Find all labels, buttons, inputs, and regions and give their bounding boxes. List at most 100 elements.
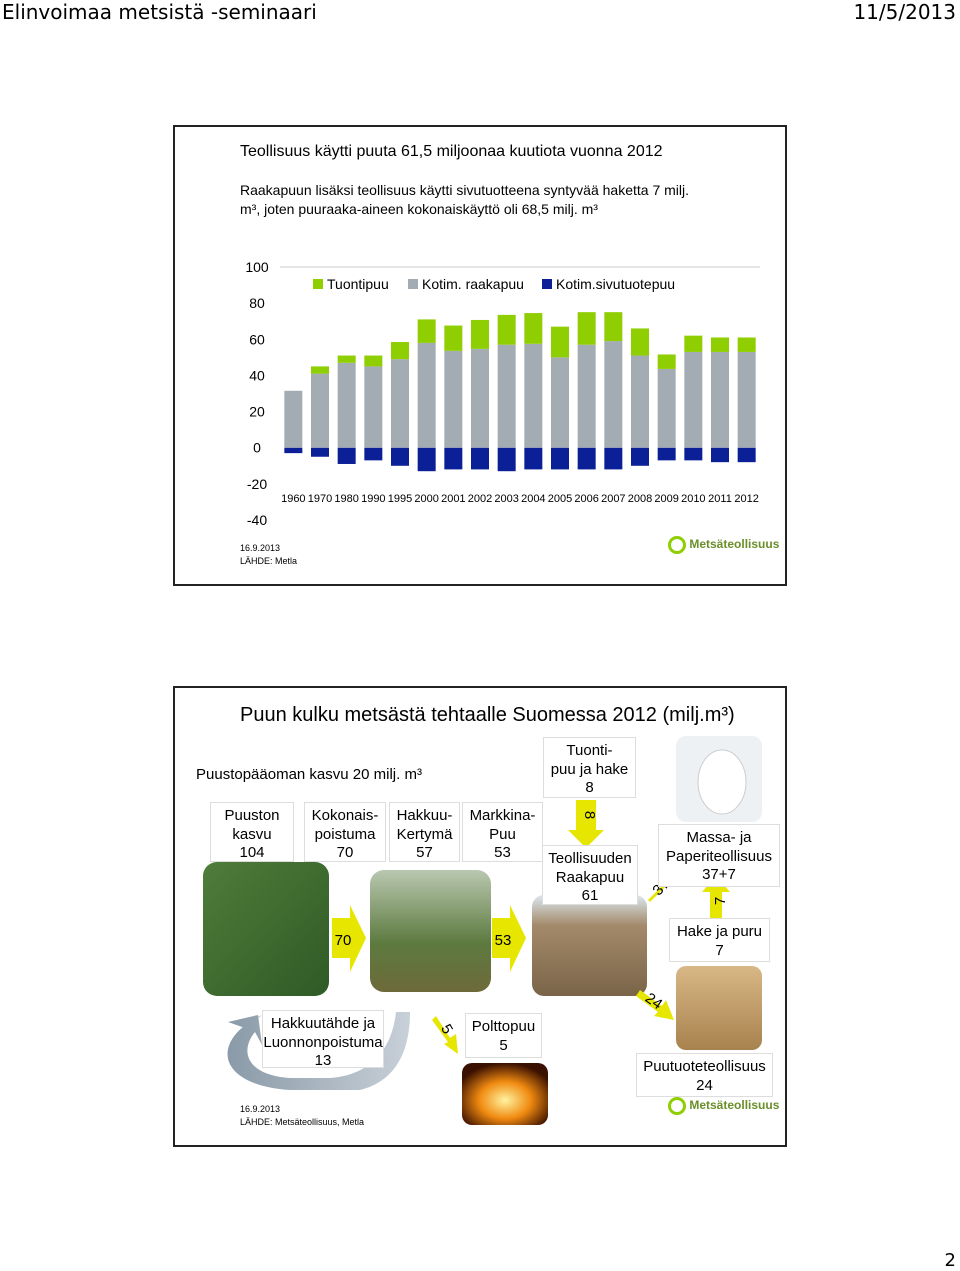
x-tick-label: 2000 [414,493,438,505]
box-line: Hakkuu- [396,807,453,824]
box-line: 104 [239,844,265,861]
box-line: 61 [581,887,599,904]
bar-segment [391,359,409,448]
logo: Metsäteollisuus [668,1097,779,1115]
recycle-arrow [227,1012,410,1090]
bar-segment [444,350,463,448]
flow-box: Hake ja puru 7 [669,918,770,962]
bar-segment [551,357,569,448]
box-line: 5 [499,1036,508,1054]
slide-date: 16.9.2013 [240,543,281,553]
y-tick-label: -20 [247,476,267,492]
logs-photo [532,895,647,996]
slide-frame [173,686,787,1147]
flow-box: Massa- ja Paperiteollisuus 37+7 [658,824,780,887]
bar-segment [471,447,489,470]
arrow [432,1016,458,1054]
growth-label: Puustopääoman kasvu 20 milj. m³ [196,766,422,783]
bar-segment [604,447,623,470]
bar-segment [524,447,543,470]
bar-segment [577,344,596,448]
lumber-photo [676,966,762,1050]
x-tick-label: 1960 [281,493,305,505]
bar-segment [497,447,516,472]
box-line: Puutuoteteollisuus [643,1058,766,1075]
bar-segment [284,447,303,454]
box-line: 37+7 [702,866,736,883]
x-tick-label: 2006 [574,493,598,505]
box-line: Puu [489,825,516,843]
bar-segment [684,335,703,352]
logo-icon [668,1097,686,1115]
bar-segment [631,328,649,356]
arrow [636,990,674,1020]
bar-segment [337,355,356,363]
bar-segment [444,325,463,351]
flow-box: Tuonti-puu ja hake 8 [543,737,636,798]
bar-segment [524,313,543,344]
legend-swatch [313,279,323,289]
bar-segment [417,319,436,343]
bar-segment [631,447,649,466]
legend-label: Kotim.sivutuotepuu [556,276,675,292]
box-line: Paperiteollisuus [666,847,772,865]
box-line: Puuston [224,807,280,824]
arrow [332,905,366,972]
x-tick-label: 1970 [308,493,332,505]
arrow [568,800,604,848]
y-tick-label: 40 [249,367,265,383]
box-line: Massa- ja [686,829,752,846]
bar-segment [711,337,729,352]
arrow-label: 24 [642,990,665,1013]
flow-box: Teollisuuden Raakapuu 61 [542,845,638,905]
bar-segment [311,373,329,448]
box-line: Kokonais- [311,807,379,824]
bar-segment [337,447,356,464]
bar-segment [631,355,649,448]
arrow [492,905,526,972]
legend-swatch [542,279,552,289]
arrow-label: 53 [495,932,512,949]
box-line: Markkina- [469,807,536,824]
x-tick-label: 2002 [468,493,492,505]
forest-photo [203,862,329,996]
bar-segment [311,447,329,457]
y-tick-label: -40 [247,512,267,528]
logo-text: Metsäteollisuus [689,537,780,552]
legend-swatch [408,279,418,289]
flow-box: Puutuoteteollisuus 24 [636,1053,773,1097]
box-line: 7 [715,941,724,959]
chart: -40 -20 0 20 40 60 80 100 Tuontipuu Kotim. raakap… [245,259,760,528]
logo-icon [668,536,686,554]
bar-segment [577,312,596,345]
box-line: poistuma [314,825,376,843]
bar-segment [577,447,596,470]
bar-segment [497,314,516,345]
bar-segment [417,447,436,472]
y-tick-label: 20 [249,404,265,420]
box-line: kasvu [232,825,272,843]
bar-segment [444,447,463,470]
bar-segment [364,447,383,461]
page-number: 2 [944,1250,956,1271]
slide-source: LÄHDE: Metsäteollisuus, Metla [240,1117,365,1127]
bar-segment [657,354,676,369]
slide-source: LÄHDE: Metla [240,556,298,566]
bar-segment [284,390,303,448]
flow-box: Polttopuu 5 [465,1013,542,1058]
x-tick-label: 2004 [521,493,545,505]
slide-frame [173,125,787,586]
x-tick-label: 2011 [708,493,732,505]
bar-segment [417,342,436,448]
bar-segment [684,351,703,448]
x-tick-label: 1990 [361,493,385,505]
x-tick-label: 2012 [734,493,758,505]
bar-segment [737,351,756,448]
flow-box: Markkina- Puu 53 [462,802,543,862]
fire-photo [462,1063,548,1125]
legend-label: Kotim. raakapuu [422,276,524,292]
y-tick-label: 100 [245,259,269,275]
box-line: 13 [314,1052,332,1069]
